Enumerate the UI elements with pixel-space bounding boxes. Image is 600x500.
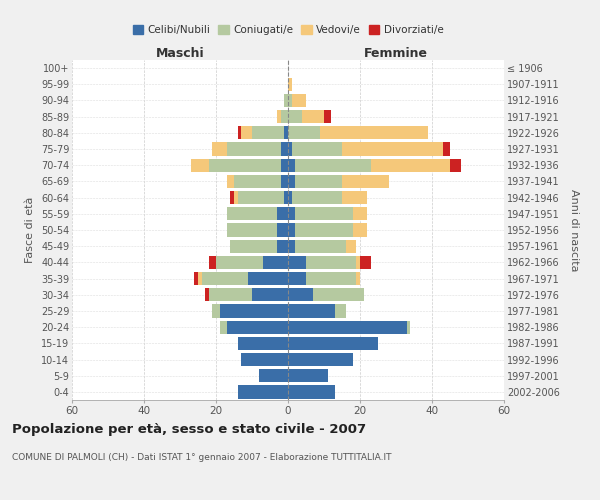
- Bar: [191, 158, 209, 172]
- Bar: [209, 288, 252, 302]
- Bar: [306, 272, 356, 285]
- Bar: [288, 272, 306, 285]
- Bar: [288, 320, 407, 334]
- Text: Femmine: Femmine: [364, 47, 428, 60]
- Bar: [277, 110, 281, 124]
- Bar: [216, 256, 263, 269]
- Bar: [443, 142, 450, 156]
- Bar: [306, 256, 356, 269]
- Bar: [292, 142, 342, 156]
- Bar: [281, 175, 288, 188]
- Y-axis label: Fasce di età: Fasce di età: [25, 197, 35, 263]
- Bar: [227, 207, 277, 220]
- Bar: [288, 94, 292, 107]
- Bar: [288, 110, 302, 124]
- Text: Maschi: Maschi: [155, 47, 205, 60]
- Bar: [342, 142, 443, 156]
- Bar: [288, 78, 292, 91]
- Bar: [277, 224, 288, 236]
- Bar: [450, 158, 461, 172]
- Bar: [313, 288, 364, 302]
- Bar: [353, 207, 367, 220]
- Bar: [284, 126, 288, 140]
- Bar: [209, 158, 281, 172]
- Bar: [288, 175, 295, 188]
- Bar: [288, 386, 335, 398]
- Bar: [248, 272, 288, 285]
- Bar: [238, 191, 284, 204]
- Bar: [238, 126, 241, 140]
- Bar: [288, 224, 295, 236]
- Legend: Celibi/Nubili, Coniugati/e, Vedovi/e, Divorziati/e: Celibi/Nubili, Coniugati/e, Vedovi/e, Di…: [128, 21, 448, 40]
- Bar: [288, 191, 292, 204]
- Bar: [335, 304, 346, 318]
- Bar: [252, 288, 288, 302]
- Bar: [302, 110, 324, 124]
- Bar: [277, 240, 288, 253]
- Bar: [227, 320, 288, 334]
- Bar: [295, 240, 346, 253]
- Bar: [259, 369, 288, 382]
- Bar: [241, 353, 288, 366]
- Bar: [288, 288, 313, 302]
- Bar: [360, 256, 371, 269]
- Bar: [220, 320, 227, 334]
- Bar: [230, 240, 277, 253]
- Bar: [324, 110, 331, 124]
- Bar: [277, 207, 288, 220]
- Bar: [281, 158, 288, 172]
- Bar: [263, 256, 288, 269]
- Bar: [212, 304, 220, 318]
- Bar: [346, 240, 356, 253]
- Bar: [356, 256, 360, 269]
- Bar: [292, 94, 306, 107]
- Bar: [295, 207, 353, 220]
- Bar: [288, 256, 306, 269]
- Bar: [227, 175, 234, 188]
- Bar: [281, 142, 288, 156]
- Bar: [288, 158, 295, 172]
- Bar: [202, 272, 248, 285]
- Bar: [234, 191, 238, 204]
- Bar: [241, 126, 252, 140]
- Bar: [371, 158, 450, 172]
- Text: COMUNE DI PALMOLI (CH) - Dati ISTAT 1° gennaio 2007 - Elaborazione TUTTITALIA.IT: COMUNE DI PALMOLI (CH) - Dati ISTAT 1° g…: [12, 452, 392, 462]
- Bar: [342, 175, 389, 188]
- Bar: [295, 158, 371, 172]
- Bar: [234, 175, 281, 188]
- Bar: [407, 320, 410, 334]
- Bar: [194, 272, 198, 285]
- Bar: [288, 126, 320, 140]
- Bar: [353, 224, 367, 236]
- Text: Popolazione per età, sesso e stato civile - 2007: Popolazione per età, sesso e stato civil…: [12, 422, 366, 436]
- Bar: [220, 304, 288, 318]
- Bar: [209, 256, 216, 269]
- Bar: [288, 304, 335, 318]
- Bar: [288, 336, 378, 350]
- Bar: [342, 191, 367, 204]
- Bar: [238, 336, 288, 350]
- Bar: [238, 386, 288, 398]
- Bar: [288, 207, 295, 220]
- Bar: [212, 142, 227, 156]
- Y-axis label: Anni di nascita: Anni di nascita: [569, 188, 579, 271]
- Bar: [205, 288, 209, 302]
- Bar: [288, 353, 353, 366]
- Bar: [284, 191, 288, 204]
- Bar: [252, 126, 284, 140]
- Bar: [292, 191, 342, 204]
- Bar: [227, 142, 281, 156]
- Bar: [356, 272, 360, 285]
- Bar: [281, 110, 288, 124]
- Bar: [284, 94, 288, 107]
- Bar: [295, 175, 342, 188]
- Bar: [320, 126, 428, 140]
- Bar: [288, 369, 328, 382]
- Bar: [288, 142, 292, 156]
- Bar: [295, 224, 353, 236]
- Bar: [288, 240, 295, 253]
- Bar: [198, 272, 202, 285]
- Bar: [230, 191, 234, 204]
- Bar: [227, 224, 277, 236]
